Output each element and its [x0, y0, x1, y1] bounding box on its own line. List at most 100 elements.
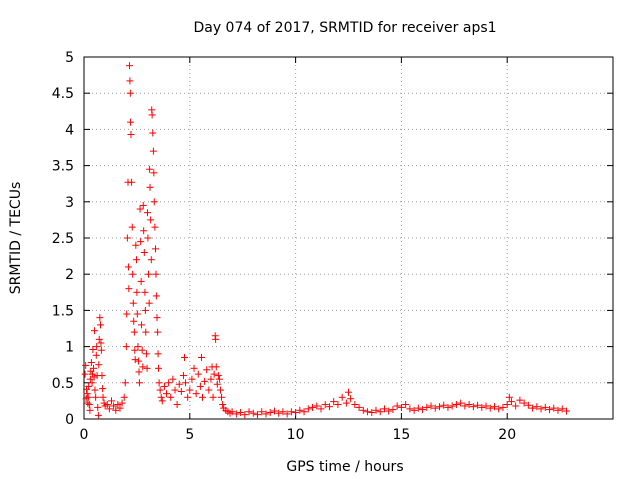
data-point: [364, 408, 372, 416]
x-axis-title: GPS time / hours: [286, 459, 403, 475]
data-point: [414, 404, 422, 412]
data-point: [100, 399, 108, 407]
data-point: [98, 372, 106, 380]
data-point: [147, 256, 155, 264]
data-point: [214, 372, 222, 380]
data-point: [118, 399, 126, 407]
chart-title: Day 074 of 2017, SRMTID for receiver aps…: [193, 20, 496, 36]
data-point: [351, 401, 359, 409]
data-point: [212, 335, 220, 343]
data-point: [550, 404, 558, 412]
data-point: [143, 364, 151, 372]
data-point: [163, 390, 171, 398]
data-point: [157, 393, 165, 401]
data-point: [249, 409, 257, 417]
x-tick-label: 15: [392, 427, 410, 443]
y-tick-label: 4.5: [52, 86, 74, 102]
y-tick-label: 1: [65, 340, 74, 356]
data-point: [112, 406, 120, 414]
data-point: [201, 377, 209, 385]
y-tick-label: 2: [65, 267, 74, 283]
data-point: [469, 403, 477, 411]
data-point: [325, 403, 333, 411]
data-point: [190, 364, 198, 372]
data-point: [232, 410, 240, 418]
data-point: [140, 248, 148, 256]
data-point: [321, 401, 329, 409]
data-point: [207, 375, 215, 383]
data-point: [457, 399, 465, 407]
data-point: [507, 398, 515, 406]
data-point: [345, 388, 352, 396]
data-point: [151, 223, 159, 231]
data-point: [186, 386, 194, 394]
data-point: [141, 288, 149, 296]
data-point: [228, 408, 236, 416]
data-point: [132, 241, 140, 249]
data-point: [270, 407, 278, 415]
data-point: [313, 402, 321, 410]
data-point: [145, 299, 153, 307]
data-point: [216, 386, 224, 394]
data-point: [258, 408, 266, 416]
data-point: [136, 205, 144, 213]
data-point: [138, 321, 146, 329]
data-point: [292, 408, 300, 416]
data-point: [88, 370, 96, 378]
data-point: [499, 403, 507, 411]
data-point: [139, 363, 147, 371]
data-point: [130, 328, 138, 336]
data-point: [218, 393, 226, 401]
data-point: [171, 386, 179, 394]
data-point: [197, 353, 205, 361]
data-point: [533, 403, 541, 411]
data-point: [179, 372, 187, 380]
data-point: [147, 216, 155, 224]
data-point: [92, 393, 100, 401]
data-point: [125, 62, 133, 70]
data-point: [114, 401, 122, 409]
data-point: [368, 408, 376, 416]
data-point: [431, 404, 439, 412]
data-point: [338, 393, 346, 401]
data-point: [129, 299, 137, 307]
data-point: [435, 403, 443, 411]
data-point: [145, 270, 153, 278]
data-point: [209, 393, 217, 401]
data-point: [198, 393, 206, 401]
data-point: [81, 370, 89, 378]
data-point: [99, 393, 107, 401]
y-tick-label: 0.5: [52, 376, 74, 392]
data-point: [215, 375, 223, 383]
data-point: [212, 363, 220, 371]
data-point: [108, 397, 116, 405]
data-point: [131, 356, 139, 364]
y-tick-label: 0: [65, 412, 74, 428]
data-point: [135, 379, 143, 387]
y-tick-label: 4: [65, 122, 74, 138]
data-point: [237, 408, 245, 416]
data-point: [125, 285, 133, 293]
data-point: [317, 405, 325, 413]
data-point: [95, 361, 103, 369]
x-tick-label: 0: [80, 427, 89, 443]
x-tick-label: 5: [185, 427, 194, 443]
data-point: [505, 393, 513, 401]
data-point: [444, 403, 452, 411]
data-point: [541, 403, 549, 411]
data-point: [406, 405, 414, 413]
data-point: [192, 390, 200, 398]
data-point: [205, 386, 213, 394]
data-point: [132, 256, 140, 264]
data-point: [241, 411, 249, 419]
data-point: [155, 379, 163, 387]
data-point: [304, 405, 312, 413]
data-point: [94, 411, 102, 419]
data-point: [177, 387, 185, 395]
data-point: [182, 379, 190, 387]
data-point: [123, 310, 131, 318]
data-point: [86, 375, 94, 383]
data-point: [169, 375, 177, 383]
y-tick-label: 3.5: [52, 159, 74, 175]
data-point: [92, 351, 100, 359]
